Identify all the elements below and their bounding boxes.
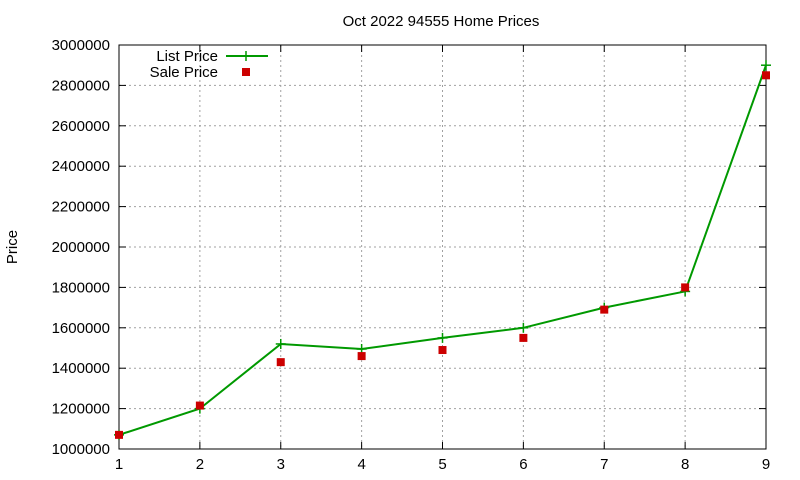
sale-price-point	[115, 430, 123, 439]
y-tick-label: 1400000	[52, 360, 110, 377]
sale-price-point	[681, 283, 690, 292]
x-tick-label: 7	[600, 456, 608, 473]
y-axis-title: Price	[4, 230, 21, 264]
series-layer	[114, 60, 771, 440]
sale-price-point	[762, 71, 770, 80]
legend-marker-sale-price	[242, 68, 250, 76]
y-tick-label: 1600000	[52, 320, 110, 337]
sale-price-point	[276, 358, 285, 367]
x-tick-label: 2	[196, 456, 204, 473]
list-price-point	[518, 322, 529, 333]
x-tick-label: 3	[277, 456, 285, 473]
y-tick-label: 2000000	[52, 239, 110, 256]
y-tick-label: 2400000	[52, 158, 110, 175]
list-price-point	[437, 332, 448, 343]
legend-label-list-price: List Price	[156, 48, 218, 65]
series-sale-price	[115, 71, 770, 439]
grid-lines	[119, 45, 766, 449]
legend-marker-list-price	[241, 51, 251, 61]
y-tick-label: 1000000	[52, 441, 110, 458]
y-tick-label: 1800000	[52, 279, 110, 296]
list-price-point	[275, 338, 286, 349]
sale-price-point	[600, 305, 609, 314]
x-tick-label: 1	[115, 456, 123, 473]
sale-price-point	[519, 333, 528, 342]
chart-title: Oct 2022 94555 Home Prices	[343, 13, 540, 30]
y-tick-label: 3000000	[52, 37, 110, 54]
y-tick-label: 2600000	[52, 118, 110, 135]
list-price-point	[761, 60, 771, 71]
x-tick-label: 6	[519, 456, 527, 473]
x-tick-label: 8	[681, 456, 689, 473]
x-tick-label: 9	[762, 456, 770, 473]
sale-price-point	[195, 401, 204, 410]
y-tick-label: 2200000	[52, 199, 110, 216]
sale-price-point	[357, 352, 366, 361]
axis-ticks: 1000000 1200000 1400000 1600000 1800000 20000…	[52, 37, 771, 473]
y-tick-label: 1200000	[52, 401, 110, 418]
sale-price-point	[438, 346, 447, 355]
legend-label-sale-price: Sale Price	[150, 64, 218, 81]
x-tick-label: 5	[438, 456, 446, 473]
x-tick-label: 4	[357, 456, 365, 473]
y-tick-label: 2800000	[52, 77, 110, 94]
